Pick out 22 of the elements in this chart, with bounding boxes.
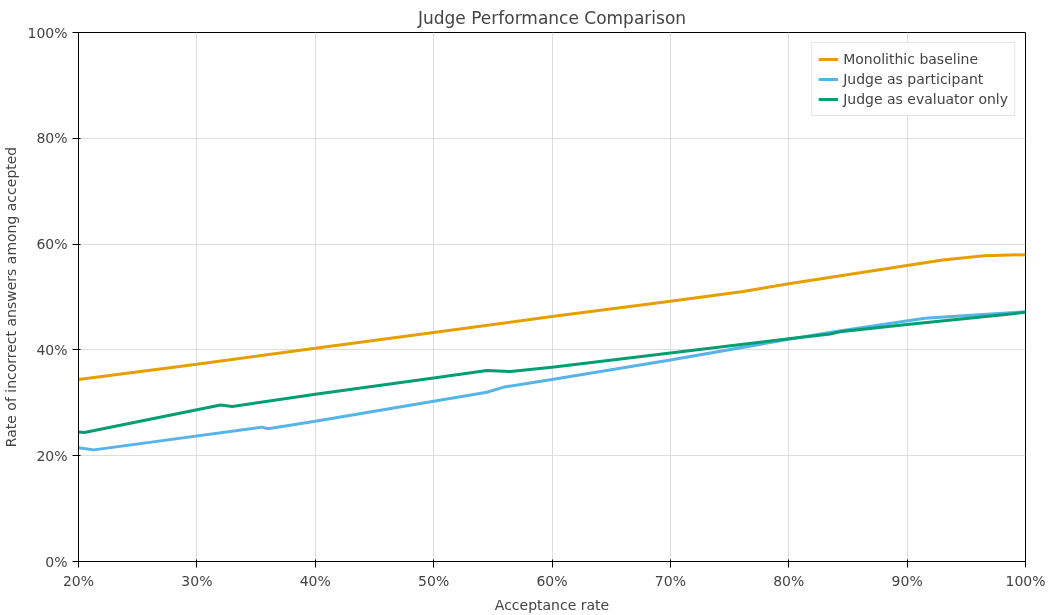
chart-title: Judge Performance Comparison [416,7,687,28]
x-tick-label: 100% [1005,572,1046,589]
x-tick-label: 70% [654,572,686,589]
x-tick-label: 80% [773,572,805,589]
y-tick-label: 100% [27,24,68,41]
legend-label: Judge as participant [843,71,984,87]
line-series [78,253,1026,382]
y-tick-label: 0% [45,553,68,570]
y-tick-label: 40% [36,341,68,358]
x-axis-title: Acceptance rate [494,596,610,613]
y-tick-label: 20% [36,447,68,464]
x-tick-label: 60% [536,572,568,589]
legend-label: Judge as evaluator only [843,91,1008,107]
x-tick-label: 40% [299,572,331,589]
legend-label: Monolithic baseline [843,51,979,67]
y-tick-label: 60% [36,236,68,253]
x-tick-label: 30% [181,572,213,589]
x-tick-label: 90% [891,572,923,589]
x-tick-label: 50% [418,572,450,589]
y-axis-title: Rate of incorrect answers among accepted [3,146,20,448]
x-tick-label: 20% [62,572,95,589]
y-tick-label: 80% [36,130,68,147]
